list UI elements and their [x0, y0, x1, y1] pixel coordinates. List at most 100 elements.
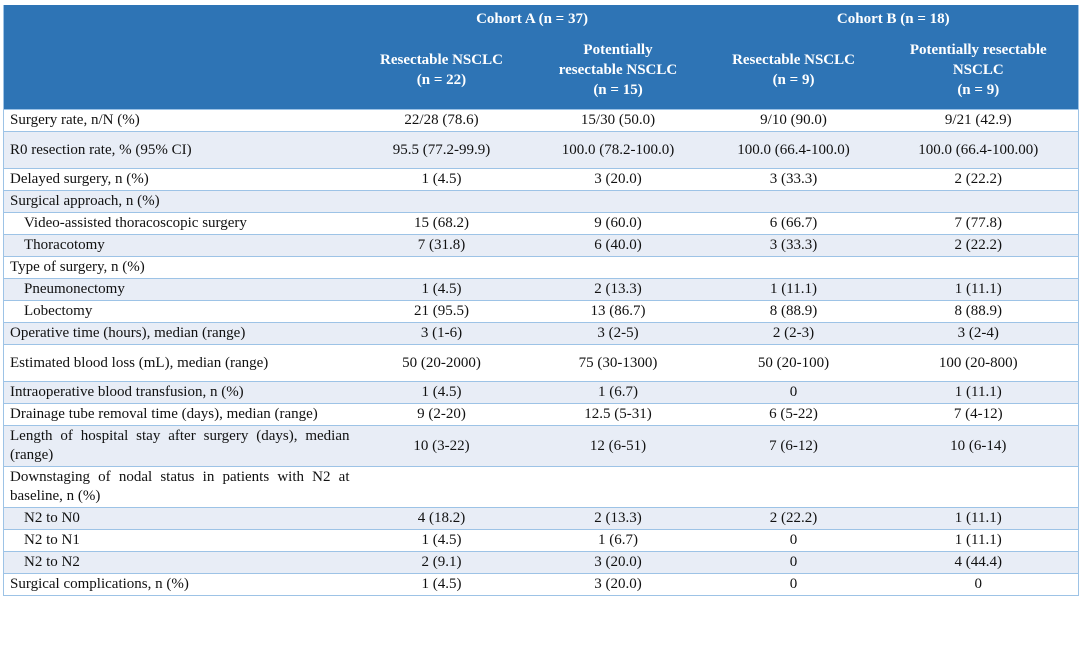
cell-value [527, 256, 709, 279]
header-empty [3, 31, 356, 110]
table-row: Drainage tube removal time (days), media… [3, 403, 1079, 426]
cell-value: 4 (18.2) [355, 507, 528, 530]
cell-value: 50 (20-2000) [355, 344, 528, 382]
cell-value: 9 (2-20) [355, 403, 528, 426]
table-row: Intraoperative blood transfusion, n (%) 1… [3, 381, 1079, 404]
cell-value [355, 256, 528, 279]
cell-value: 3 (2-4) [878, 322, 1079, 345]
table-row: N2 to N1 1 (4.5) 1 (6.7) 0 1 (11.1) [3, 529, 1079, 552]
row-label: Video-assisted thoracoscopic surgery [3, 212, 356, 235]
cell-value: 1 (4.5) [355, 529, 528, 552]
cell-value: 12 (6-51) [527, 425, 709, 467]
cell-value: 8 (88.9) [878, 300, 1079, 323]
cohort-a-header: Cohort A (n = 37) [355, 5, 709, 31]
cell-value: 2 (22.2) [708, 507, 879, 530]
table-row: Estimated blood loss (mL), median (range… [3, 344, 1079, 382]
row-label: N2 to N0 [3, 507, 356, 530]
row-label: Type of surgery, n (%) [3, 256, 356, 279]
cell-value: 22/28 (78.6) [355, 109, 528, 132]
cell-value: 95.5 (77.2-99.9) [355, 131, 528, 169]
cell-value: 9/21 (42.9) [878, 109, 1079, 132]
subgroup-header: Potentially resectable NSCLC (n = 15) [527, 31, 709, 110]
subgroup-header: Potentially resectable NSCLC (n = 9) [878, 31, 1079, 110]
table-row: Length of hospital stay after surgery (d… [3, 425, 1079, 467]
cell-value: 1 (11.1) [878, 507, 1079, 530]
table-row: Lobectomy 21 (95.5) 13 (86.7) 8 (88.9) 8 (88… [3, 300, 1079, 323]
cell-value: 3 (33.3) [708, 168, 879, 191]
cell-value: 7 (31.8) [355, 234, 528, 257]
cell-value [878, 256, 1079, 279]
cell-value [355, 466, 528, 508]
cell-value: 3 (20.0) [527, 168, 709, 191]
subgroup-header: Resectable NSCLC (n = 9) [708, 31, 879, 110]
row-label: Delayed surgery, n (%) [3, 168, 356, 191]
cell-value: 3 (20.0) [527, 551, 709, 574]
row-label: Thoracotomy [3, 234, 356, 257]
cell-value: 3 (2-5) [527, 322, 709, 345]
subgroup-header-line: Potentially [583, 42, 653, 58]
row-label: Drainage tube removal time (days), media… [3, 403, 356, 426]
table-header: Cohort A (n = 37) Cohort B (n = 18) Rese… [3, 5, 1079, 110]
cell-value [708, 190, 879, 213]
table-body: Surgery rate, n/N (%) 22/28 (78.6) 15/30 (… [3, 109, 1079, 596]
subgroup-header-line: resectable NSCLC [558, 62, 678, 78]
cell-value: 1 (11.1) [878, 381, 1079, 404]
subgroup-header-line: Resectable NSCLC [732, 52, 855, 68]
row-label: Operative time (hours), median (range) [3, 322, 356, 345]
cell-value: 21 (95.5) [355, 300, 528, 323]
cell-value: 3 (20.0) [527, 573, 709, 596]
cell-value: 7 (77.8) [878, 212, 1079, 235]
cell-value: 1 (4.5) [355, 573, 528, 596]
subgroup-header-line: Potentially resectable [909, 42, 1047, 58]
cell-value: 1 (11.1) [878, 278, 1079, 301]
cell-value: 100.0 (66.4-100.0) [708, 131, 879, 169]
cell-value [355, 190, 528, 213]
cell-value: 1 (11.1) [708, 278, 879, 301]
table-row: R0 resection rate, % (95% CI) 95.5 (77.2-… [3, 131, 1079, 169]
cell-value: 1 (4.5) [355, 381, 528, 404]
subgroup-header-line: (n = 22) [416, 72, 467, 88]
cell-value [708, 256, 879, 279]
cell-value: 2 (22.2) [878, 234, 1079, 257]
cell-value [527, 190, 709, 213]
cell-value: 8 (88.9) [708, 300, 879, 323]
table-row: N2 to N0 4 (18.2) 2 (13.3) 2 (22.2) 1 (11.1) [3, 507, 1079, 530]
subgroup-header-line: (n = 15) [593, 82, 643, 98]
cell-value: 12.5 (5-31) [527, 403, 709, 426]
row-label: N2 to N2 [3, 551, 356, 574]
cell-value: 100.0 (66.4-100.00) [878, 131, 1079, 169]
cell-value: 100.0 (78.2-100.0) [527, 131, 709, 169]
cell-value: 10 (6-14) [878, 425, 1079, 467]
row-label: Pneumonectomy [3, 278, 356, 301]
row-label: Lobectomy [3, 300, 356, 323]
cell-value: 100 (20-800) [878, 344, 1079, 382]
table-row: Surgery rate, n/N (%) 22/28 (78.6) 15/30 (… [3, 109, 1079, 132]
cell-value: 10 (3-22) [355, 425, 528, 467]
subgroup-header-line: (n = 9) [772, 72, 815, 88]
cell-value: 3 (1-6) [355, 322, 528, 345]
cell-value: 1 (6.7) [527, 529, 709, 552]
cell-value [878, 190, 1079, 213]
surgical-outcomes-table: Cohort A (n = 37) Cohort B (n = 18) Rese… [3, 5, 1080, 596]
row-label: Estimated blood loss (mL), median (range… [3, 344, 356, 382]
row-label: Surgery rate, n/N (%) [3, 109, 356, 132]
cell-value: 1 (11.1) [878, 529, 1079, 552]
cell-value: 0 [708, 381, 879, 404]
table-row: Pneumonectomy 1 (4.5) 2 (13.3) 1 (11.1) 1 (1… [3, 278, 1079, 301]
cell-value: 50 (20-100) [708, 344, 879, 382]
row-label: Downstaging of nodal status in patients … [3, 466, 356, 508]
row-label: Length of hospital stay after surgery (d… [3, 425, 356, 467]
cell-value: 0 [708, 529, 879, 552]
cell-value [878, 466, 1079, 508]
cell-value: 15/30 (50.0) [527, 109, 709, 132]
table-row: Video-assisted thoracoscopic surgery 15 (… [3, 212, 1079, 235]
cell-value [527, 466, 709, 508]
row-label: N2 to N1 [3, 529, 356, 552]
cell-value: 13 (86.7) [527, 300, 709, 323]
cell-value: 2 (2-3) [708, 322, 879, 345]
cell-value: 1 (6.7) [527, 381, 709, 404]
subgroup-header: Resectable NSCLC (n = 22) [355, 31, 528, 110]
table-row: N2 to N2 2 (9.1) 3 (20.0) 0 4 (44.4) [3, 551, 1079, 574]
cell-value: 1 (4.5) [355, 278, 528, 301]
table-row: Downstaging of nodal status in patients … [3, 466, 1079, 508]
